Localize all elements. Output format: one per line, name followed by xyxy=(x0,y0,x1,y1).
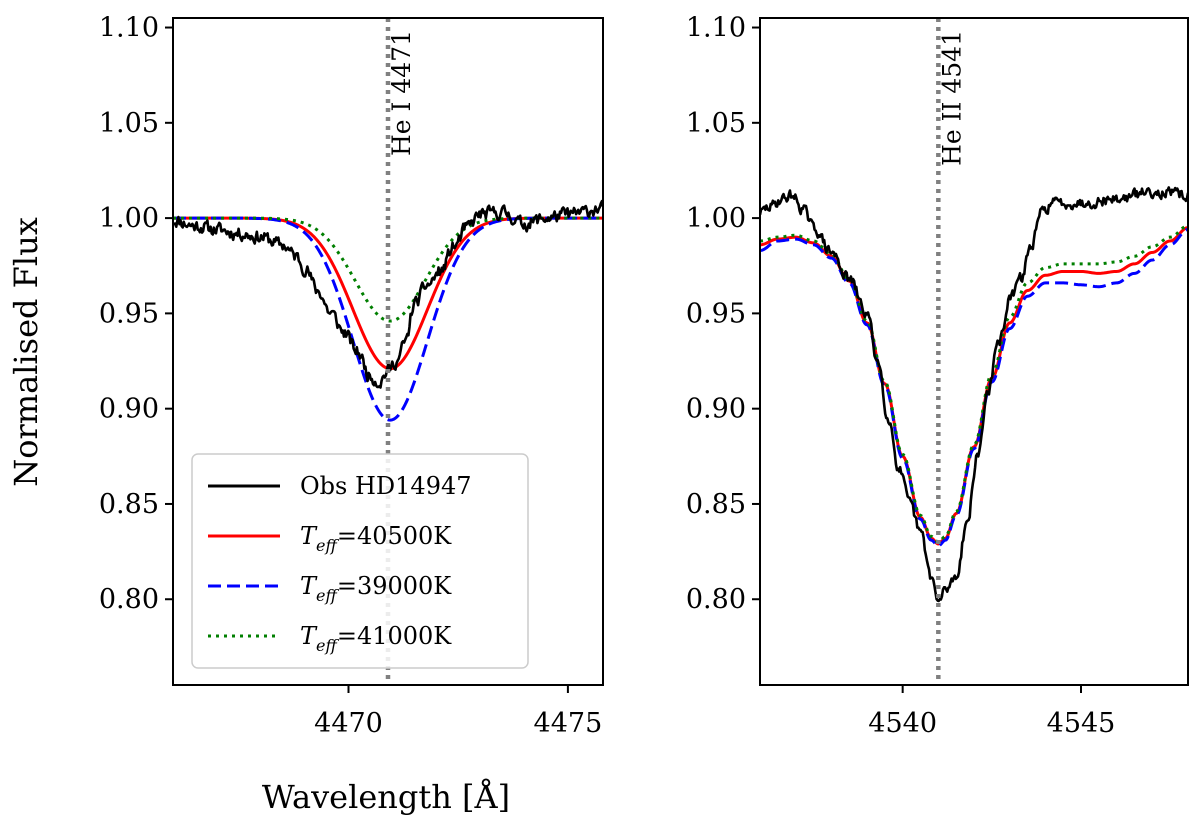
right-series-teff-39000 xyxy=(760,228,1188,548)
right-plot-area xyxy=(760,18,1188,685)
legend-box xyxy=(191,453,529,669)
left-axes-frame xyxy=(172,17,604,686)
right-x-ticks: 4540 4545 xyxy=(868,685,1115,739)
right-y-tick-label: 0.90 xyxy=(686,394,746,425)
left-series-group xyxy=(173,199,603,422)
legend-entry-39000: Teff=39000K xyxy=(208,572,452,605)
legend-val-39000: =39000K xyxy=(337,572,452,600)
left-y-tick-label: 1.05 xyxy=(99,108,159,139)
legend-entry-40500: Teff=40500K xyxy=(208,522,452,555)
legend-label-40500: Teff=40500K xyxy=(300,522,452,555)
right-y-tick-label: 0.80 xyxy=(686,584,746,615)
left-y-tick-label: 1.10 xyxy=(99,13,159,44)
right-y-tick-label: 0.85 xyxy=(686,489,746,520)
right-y-tick-label: 1.10 xyxy=(686,13,746,44)
right-x-tick-label: 4540 xyxy=(868,708,937,739)
y-axis-label: Normalised Flux xyxy=(7,217,45,487)
legend-t-41000: T xyxy=(300,622,318,650)
legend: Obs HD14947 Teff=40500K Teff=39000K Teff… xyxy=(191,453,529,669)
left-x-tick-label: 4475 xyxy=(534,708,603,739)
right-y-ticks: 0.80 0.85 0.90 0.95 1.00 1.05 1.10 xyxy=(686,13,760,615)
right-y-tick-label: 1.05 xyxy=(686,108,746,139)
legend-val-40500: =40500K xyxy=(337,522,452,550)
right-axes-frame xyxy=(759,17,1189,686)
right-series-group xyxy=(760,186,1188,603)
right-y-tick-label: 0.95 xyxy=(686,298,746,329)
legend-val-41000: =41000K xyxy=(337,622,452,650)
left-plot-area xyxy=(173,18,603,685)
right-x-tick-label: 4545 xyxy=(1047,708,1116,739)
legend-sub-39000: eff xyxy=(316,586,339,605)
legend-entry-41000: Teff=41000K xyxy=(208,622,452,655)
left-series-obs xyxy=(173,199,603,389)
right-line-label: He II 4541 xyxy=(937,30,966,166)
right-y-tick-label: 1.00 xyxy=(686,203,746,234)
legend-label-obs: Obs HD14947 xyxy=(300,472,472,500)
legend-entry-obs: Obs HD14947 xyxy=(208,472,472,500)
legend-sub-40500: eff xyxy=(316,536,339,555)
panel-he-i-4471: 0.80 0.85 0.90 0.95 1.00 1.05 1.10 4470 4475 He… xyxy=(99,13,604,739)
left-y-tick-label: 0.95 xyxy=(99,298,159,329)
legend-t-40500: T xyxy=(300,522,318,550)
panel-he-ii-4541: 0.80 0.85 0.90 0.95 1.00 1.05 1.10 4540 4545 He… xyxy=(686,13,1189,739)
right-series-teff-40500 xyxy=(760,226,1188,546)
left-line-label: He I 4471 xyxy=(387,30,416,156)
left-y-tick-label: 0.90 xyxy=(99,394,159,425)
legend-label-39000: Teff=39000K xyxy=(300,572,452,605)
right-series-obs xyxy=(760,186,1188,603)
left-y-ticks: 0.80 0.85 0.90 0.95 1.00 1.05 1.10 xyxy=(99,13,173,615)
left-y-tick-label: 0.80 xyxy=(99,584,159,615)
left-y-tick-label: 1.00 xyxy=(99,203,159,234)
legend-t-39000: T xyxy=(300,572,318,600)
left-x-tick-label: 4470 xyxy=(314,708,383,739)
x-axis-label: Wavelength [Å] xyxy=(262,778,510,816)
left-x-ticks: 4470 4475 xyxy=(314,685,602,739)
legend-sub-41000: eff xyxy=(316,636,339,655)
left-y-tick-label: 0.85 xyxy=(99,489,159,520)
legend-label-41000: Teff=41000K xyxy=(300,622,452,655)
